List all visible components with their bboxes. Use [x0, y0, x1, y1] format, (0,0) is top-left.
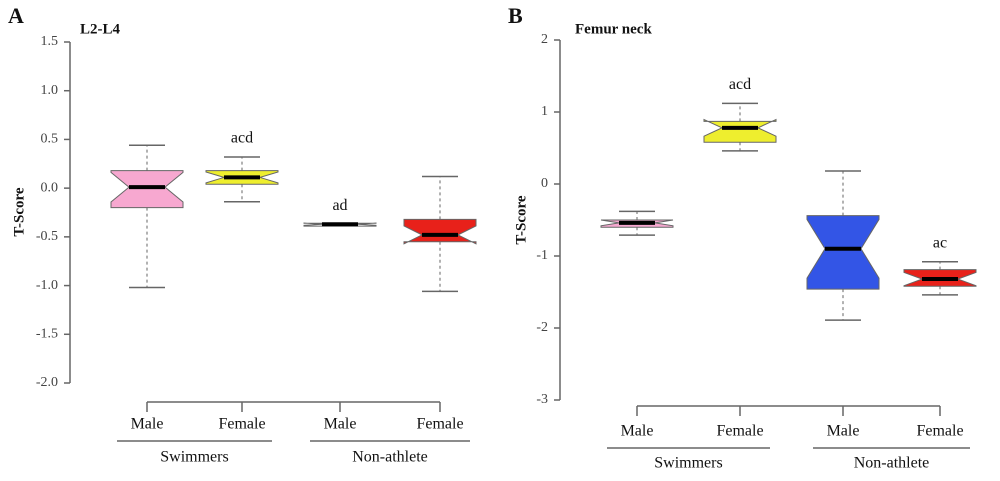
annotation: acd [729, 76, 751, 93]
y-tick-label: 0.0 [41, 180, 59, 195]
box [806, 215, 880, 290]
group-label: Swimmers [654, 455, 722, 472]
y-tick-label: -2.0 [36, 375, 58, 390]
x-tick-label: Male [131, 416, 164, 433]
x-tick-label: Female [916, 423, 963, 440]
x-tick-label: Male [827, 423, 860, 440]
y-axis-label: T-Score [513, 195, 529, 245]
y-tick-label: -3 [536, 392, 548, 407]
y-tick-label: -2 [536, 320, 548, 335]
box [403, 218, 477, 245]
annotation: ac [933, 234, 947, 251]
y-tick-label: -0.5 [36, 229, 58, 244]
y-tick-label: 0 [541, 176, 548, 191]
y-tick-label: 1 [541, 104, 548, 119]
x-tick-label: Female [716, 423, 763, 440]
panel-title: L2-L4 [80, 21, 121, 37]
group-label: Non-athlete [854, 455, 930, 472]
y-tick-label: -1.5 [36, 327, 58, 342]
panel-label: B [508, 3, 523, 28]
box [703, 118, 777, 143]
annotation: acd [231, 130, 253, 147]
x-tick-label: Female [416, 416, 463, 433]
y-tick-label: 0.5 [41, 132, 59, 147]
panel-label: A [8, 3, 24, 28]
group-label: Non-athlete [352, 449, 428, 466]
y-tick-label: 2 [541, 32, 548, 47]
y-tick-label: 1.0 [41, 83, 59, 98]
y-tick-label: -1.0 [36, 278, 58, 293]
panel-title: Femur neck [575, 21, 652, 37]
y-tick-label: 1.5 [41, 34, 59, 49]
y-tick-label: -1 [536, 248, 548, 263]
x-tick-label: Female [218, 416, 265, 433]
x-tick-label: Male [621, 423, 654, 440]
group-label: Swimmers [160, 449, 228, 466]
annotation: ad [332, 197, 347, 214]
y-axis-label: T-Score [11, 187, 27, 237]
x-tick-label: Male [324, 416, 357, 433]
